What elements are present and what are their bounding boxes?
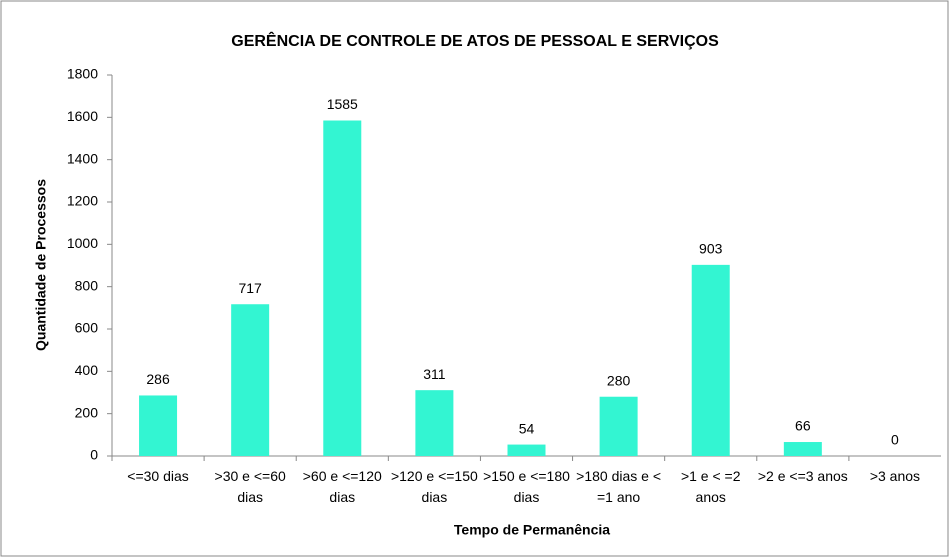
bar [507,444,546,456]
y-tick-label: 400 [75,362,99,378]
data-label: 280 [607,372,631,388]
y-tick-label: 200 [75,404,99,420]
data-label: 0 [891,432,899,448]
y-tick-label: 1600 [67,108,98,124]
x-tick-label: >120 e <=150 dias [390,468,478,505]
x-tick-label: >150 e <=180 dias [483,468,570,505]
y-tick-label: 800 [75,277,99,293]
x-axis-title: Tempo de Permanência [454,522,610,538]
y-tick-label: 1000 [67,235,98,251]
bar [231,304,270,456]
data-label: 311 [423,366,446,382]
x-tick-label: >3 anos [869,468,921,484]
x-tick-label: >2 e <=3 anos [757,468,848,484]
data-label: 1585 [327,96,358,112]
y-tick-label: 1200 [67,193,98,209]
bar [323,120,362,456]
data-label: 717 [238,280,262,296]
x-tick-label: <=30 dias [127,468,189,484]
x-tick-label: >180 dias e < =1 ano [576,468,662,505]
data-label: 903 [699,241,723,257]
bar [415,390,454,456]
bar [139,395,178,456]
x-tick-label: >1 e < =2 anos [680,468,741,505]
data-label: 66 [795,418,811,434]
y-tick-label: 1400 [67,150,98,166]
y-tick-label: 0 [90,447,98,463]
y-tick-label: 600 [75,320,99,336]
data-label: 286 [146,371,170,387]
y-axis-title: Quantidade de Processos [33,179,49,351]
chart-title: GERÊNCIA DE CONTROLE DE ATOS DE PESSOAL … [231,31,719,50]
x-tick-label: >60 e <=120 dias [302,468,382,505]
bar [783,442,822,456]
y-tick-label: 1800 [67,66,98,82]
bar [599,396,638,456]
x-tick-label: >30 e <=60 dias [214,468,286,505]
bar [691,264,730,456]
data-label: 54 [519,420,535,436]
